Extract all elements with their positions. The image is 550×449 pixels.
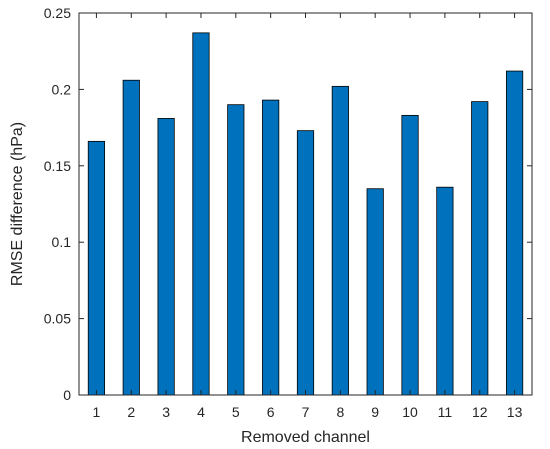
bar-7	[296, 130, 315, 396]
bar-1	[87, 140, 106, 396]
bar-6	[262, 99, 280, 396]
x-tick-label: 7	[302, 404, 310, 420]
y-tick-label: 0.1	[52, 234, 72, 250]
y-axis-label: RMSE difference (hPa)	[9, 122, 26, 286]
bar-12	[471, 101, 489, 396]
bar-9	[366, 188, 384, 396]
y-tick-label: 0.2	[52, 81, 72, 97]
x-tick-label: 8	[336, 404, 344, 420]
y-tick-label: 0	[63, 387, 71, 403]
x-tick-label: 6	[267, 404, 275, 420]
x-tick-label: 4	[197, 404, 205, 420]
y-axis-ticks: 0 0.05 0.1 0.15 0.2 0.25	[44, 5, 532, 403]
x-tick-label: 3	[162, 404, 170, 420]
bar-8	[331, 85, 349, 396]
y-tick-label: 0.15	[44, 158, 71, 174]
bar-2	[122, 79, 140, 396]
x-tick-label: 9	[371, 404, 379, 420]
bar-4	[192, 32, 210, 396]
x-tick-label: 12	[472, 404, 488, 420]
x-axis-label: Removed channel	[241, 429, 370, 446]
x-tick-label: 13	[507, 404, 523, 420]
bar-3	[157, 118, 175, 396]
x-tick-label: 10	[402, 404, 418, 420]
bars-group	[87, 32, 524, 396]
bar-5	[227, 104, 245, 396]
y-tick-label: 0.05	[44, 311, 71, 327]
bar-10	[401, 114, 419, 396]
plot-area-frame	[78, 12, 533, 396]
bar-11	[436, 186, 454, 396]
bar-13	[505, 70, 524, 396]
y-tick-label: 0.25	[44, 5, 71, 21]
x-axis-ticks: 1 2 3 4 5 6 7 8 9 10 11 12 13	[93, 13, 523, 420]
x-tick-label: 11	[438, 404, 453, 420]
x-tick-label: 1	[93, 404, 101, 420]
x-tick-label: 2	[127, 404, 135, 420]
x-tick-label: 5	[232, 404, 240, 420]
